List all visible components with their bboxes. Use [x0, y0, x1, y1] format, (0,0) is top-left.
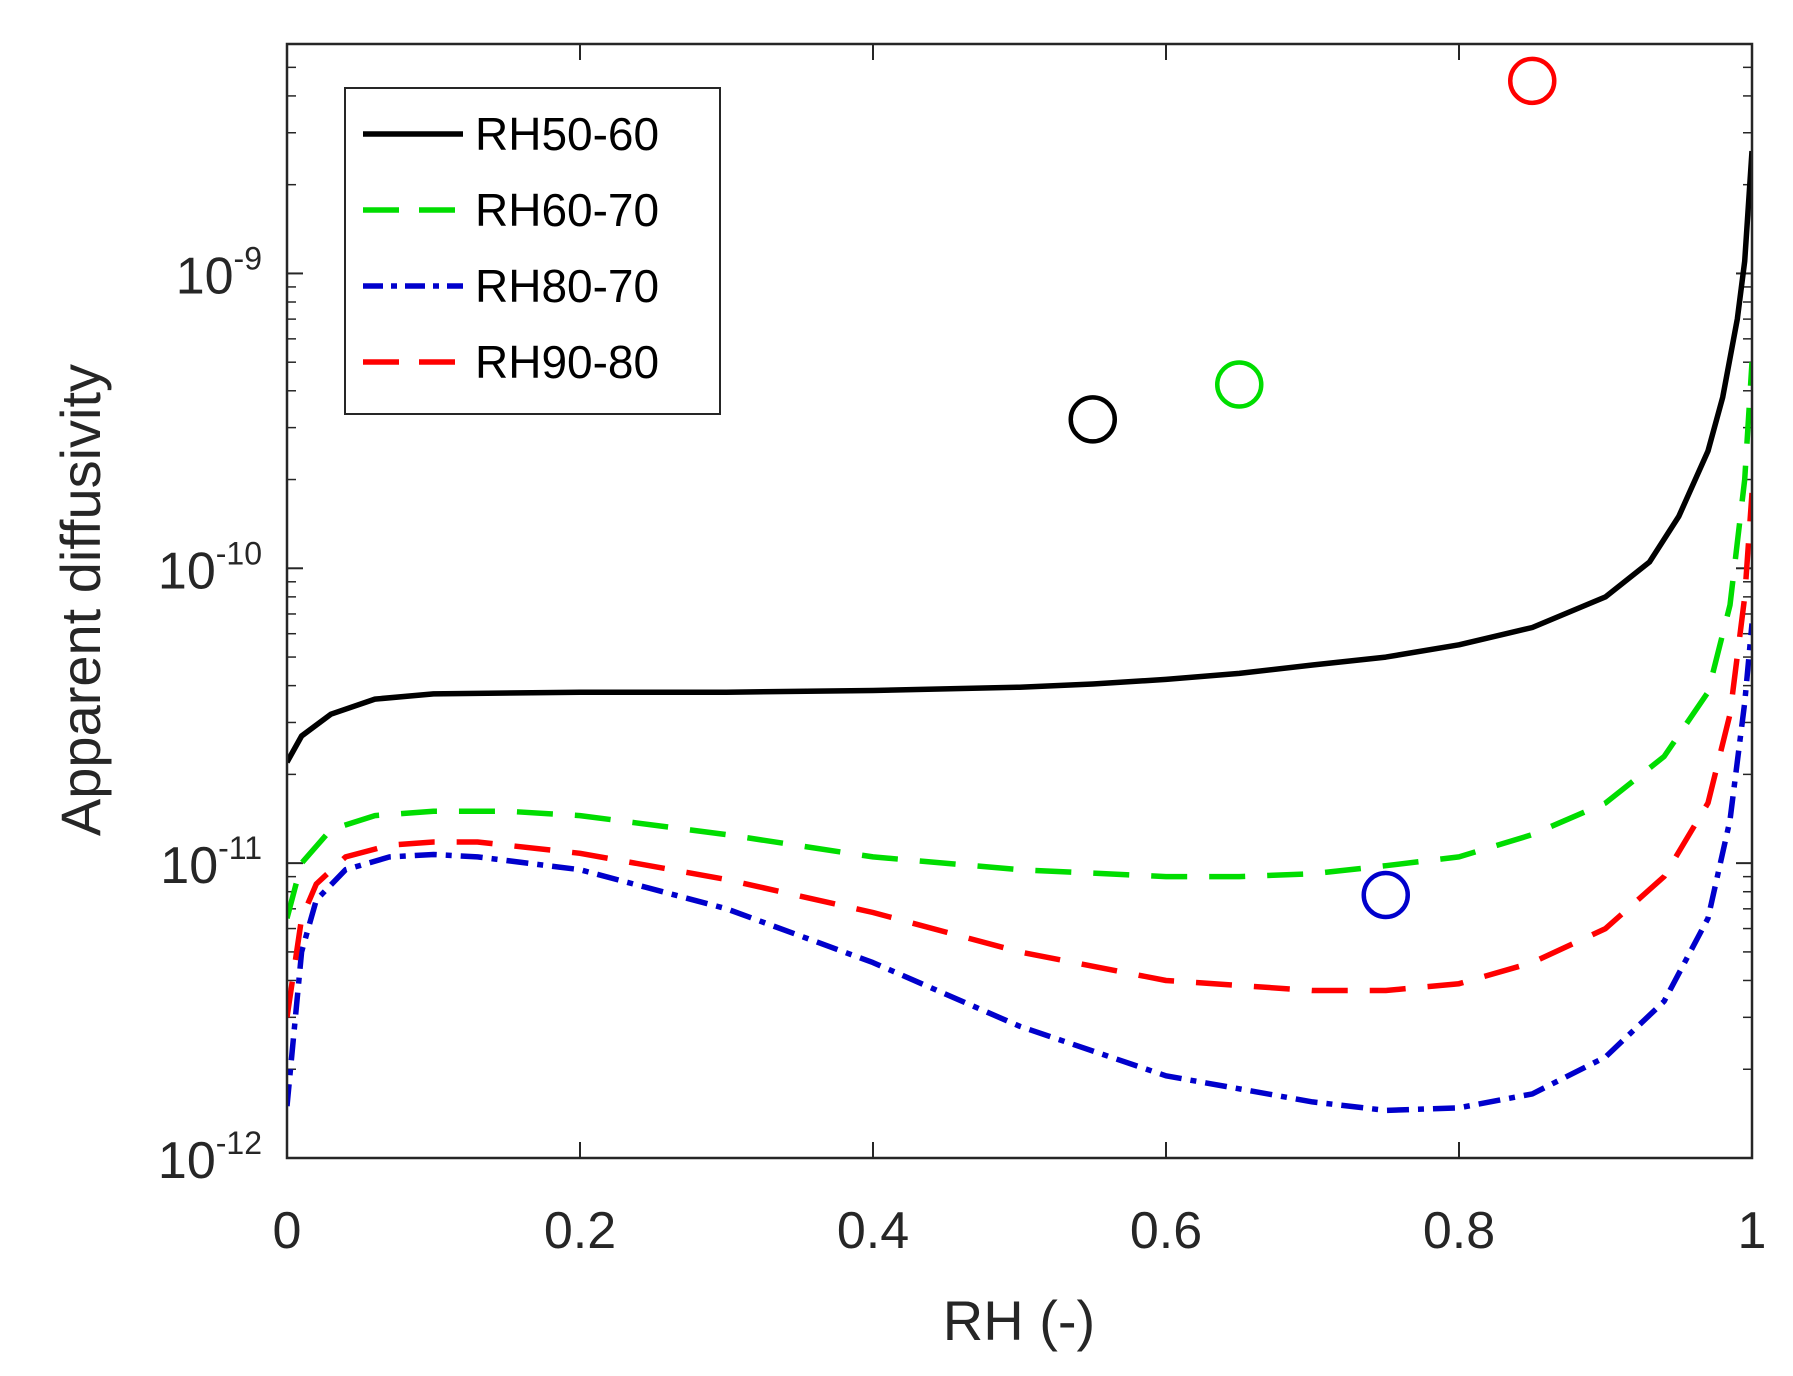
x-tick-label: 0.8 — [1423, 1202, 1495, 1260]
legend-label: RH80-70 — [475, 260, 659, 312]
legend-label: RH60-70 — [475, 184, 659, 236]
y-tick-base: 10 — [158, 542, 216, 600]
legend-box — [344, 87, 721, 415]
y-tick-exponent: -9 — [234, 240, 262, 276]
x-tick-label: 1 — [1738, 1202, 1767, 1260]
legend-label: RH90-80 — [475, 336, 659, 388]
y-axis-title: Apparent diffusivity — [49, 364, 112, 836]
marker-rh80-70 — [1361, 870, 1410, 920]
marker-rh50-60 — [1068, 395, 1117, 444]
y-tick-base: 10 — [158, 1132, 216, 1190]
y-tick-base: 10 — [176, 247, 234, 305]
y-tick-label: 10-12 — [158, 1125, 262, 1190]
y-tick-label: 10-9 — [176, 240, 262, 305]
legend-label: RH50-60 — [475, 108, 659, 160]
y-tick-base: 10 — [160, 837, 218, 895]
series-layer — [287, 150, 1752, 1114]
x-axis-title: RH (-) — [943, 1289, 1095, 1352]
y-tick-label: 10-10 — [158, 535, 262, 600]
series-line-rh60-70 — [287, 362, 1752, 920]
x-tick-label: 0.4 — [837, 1202, 909, 1260]
legend: RH50-60 RH60-70 RH80-70 RH90-80 — [344, 87, 721, 415]
y-tick-exponent: -12 — [216, 1125, 262, 1161]
marker-rh90-80 — [1508, 56, 1557, 106]
marker-rh60-70 — [1215, 360, 1264, 409]
x-tick-labels: 0 0.2 0.4 0.6 0.8 1 — [273, 1202, 1767, 1260]
series-line-rh80-70 — [287, 623, 1752, 1114]
x-tick-label: 0 — [273, 1202, 302, 1260]
x-tick-label: 0.2 — [544, 1202, 616, 1260]
marker-layer — [1068, 56, 1557, 920]
y-tick-exponent: -10 — [216, 535, 262, 571]
y-tick-label: 10-11 — [160, 830, 262, 895]
y-tick-exponent: -11 — [218, 830, 262, 866]
series-line-rh50-60 — [287, 150, 1752, 764]
plot-frame — [285, 42, 1754, 1160]
x-tick-label: 0.6 — [1130, 1202, 1202, 1260]
series-line-rh90-80 — [287, 492, 1752, 1018]
